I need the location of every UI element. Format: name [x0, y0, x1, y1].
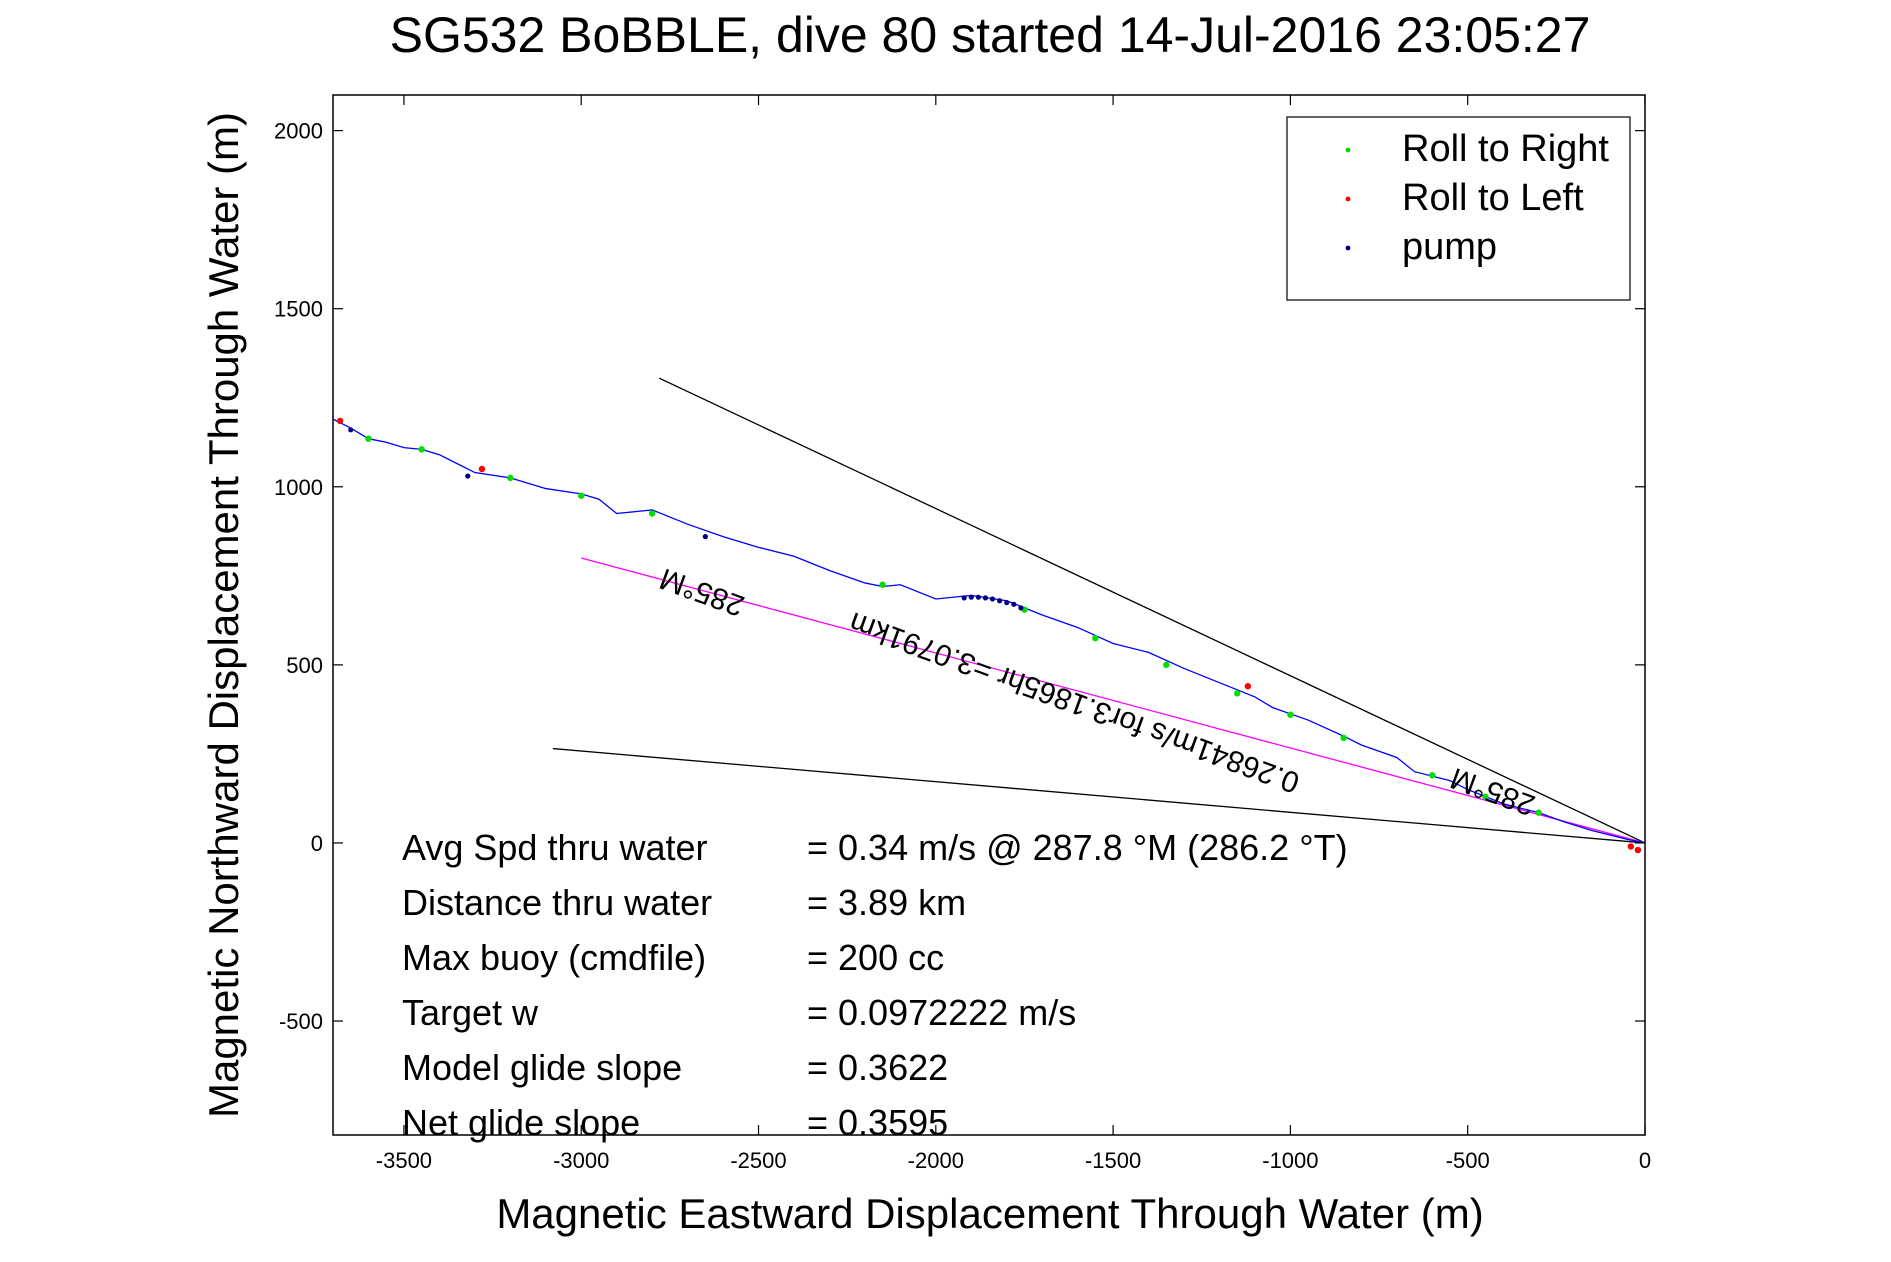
stat-value: = 0.3595 — [807, 1102, 948, 1143]
y-tick-label: -500 — [279, 1009, 323, 1034]
x-axis-label: Magnetic Eastward Displacement Through W… — [496, 1190, 1483, 1237]
roll-right-point — [1163, 661, 1170, 669]
roll-right-point — [1234, 690, 1241, 697]
y-tick-label: 2000 — [274, 119, 323, 144]
stat-value: = 0.0972222 m/s — [807, 992, 1076, 1033]
roll-left-point — [1634, 846, 1642, 854]
chart-title: SG532 BoBBLE, dive 80 started 14-Jul-201… — [390, 7, 1591, 63]
stat-label: Target w — [402, 992, 539, 1033]
x-tick-label: -3000 — [553, 1148, 609, 1173]
pump-point — [348, 427, 354, 433]
stat-label: Avg Spd thru water — [402, 827, 708, 868]
y-axis-label: Magnetic Northward Displacement Through … — [200, 112, 247, 1118]
y-tick-label: 500 — [286, 653, 323, 678]
bound-lower — [552, 747, 1645, 844]
roll-right-point — [1340, 734, 1347, 742]
x-tick-label: -2000 — [908, 1148, 964, 1173]
legend-label: Roll to Right — [1402, 128, 1609, 170]
roll-right-point — [1535, 809, 1542, 816]
roll-left-point — [1244, 683, 1252, 690]
roll-left-point — [336, 417, 344, 425]
roll-right-point — [507, 474, 514, 482]
stat-label: Model glide slope — [402, 1047, 682, 1088]
legend-marker — [1345, 196, 1351, 202]
pump-point — [997, 598, 1003, 604]
x-tick-label: 0 — [1639, 1148, 1651, 1173]
pump-point — [989, 596, 996, 602]
pump-point — [1004, 599, 1010, 606]
roll-right-point — [648, 510, 656, 517]
pump-point — [968, 594, 974, 600]
stat-value: = 3.89 km — [807, 882, 966, 923]
pump-point — [465, 473, 471, 479]
x-tick-label: -1000 — [1262, 1148, 1318, 1173]
stat-label: Distance thru water — [402, 882, 712, 923]
pump-point — [1018, 605, 1024, 611]
y-tick-label: 1000 — [274, 475, 323, 500]
pump-point — [702, 534, 708, 540]
y-tick-label: 0 — [311, 831, 323, 856]
legend: Roll to Right Roll to Left pump — [1286, 116, 1631, 301]
stat-value: = 200 cc — [807, 937, 944, 978]
roll-right-point — [879, 581, 886, 588]
glider-track-line — [333, 418, 1645, 844]
roll-left-point — [1627, 843, 1635, 850]
data-layer — [333, 377, 1645, 854]
roll-right-point — [1287, 711, 1294, 718]
heading-line — [581, 557, 1645, 844]
roll-right-point — [1482, 793, 1489, 800]
pump-point — [975, 594, 981, 600]
roll-right-point — [1429, 772, 1436, 779]
roll-right-point — [365, 435, 372, 442]
legend-box — [1286, 116, 1631, 301]
pump-point — [961, 595, 967, 601]
stat-value: = 0.34 m/s @ 287.8 °M (286.2 °T) — [807, 827, 1348, 868]
legend-label: Roll to Left — [1402, 177, 1584, 219]
y-tick-label: 1500 — [274, 297, 323, 322]
roll-right-point — [418, 446, 425, 453]
pump-point — [982, 595, 989, 601]
legend-label: pump — [1402, 226, 1497, 268]
x-tick-label: -1500 — [1085, 1148, 1141, 1173]
x-tick-label: -2500 — [730, 1148, 786, 1173]
legend-marker — [1345, 245, 1351, 251]
roll-right-point — [1092, 634, 1099, 642]
x-tick-label: -500 — [1446, 1148, 1490, 1173]
roll-right-point — [578, 492, 585, 499]
x-tick-label: -3500 — [376, 1148, 432, 1173]
legend-marker — [1345, 147, 1351, 153]
stat-label: Max buoy (cmdfile) — [402, 937, 706, 978]
bound-upper — [658, 377, 1645, 844]
roll-left-point — [478, 465, 486, 473]
pump-point — [1011, 601, 1017, 607]
stat-label: Net glide slope — [402, 1102, 640, 1143]
stat-value: = 0.3622 — [807, 1047, 948, 1088]
